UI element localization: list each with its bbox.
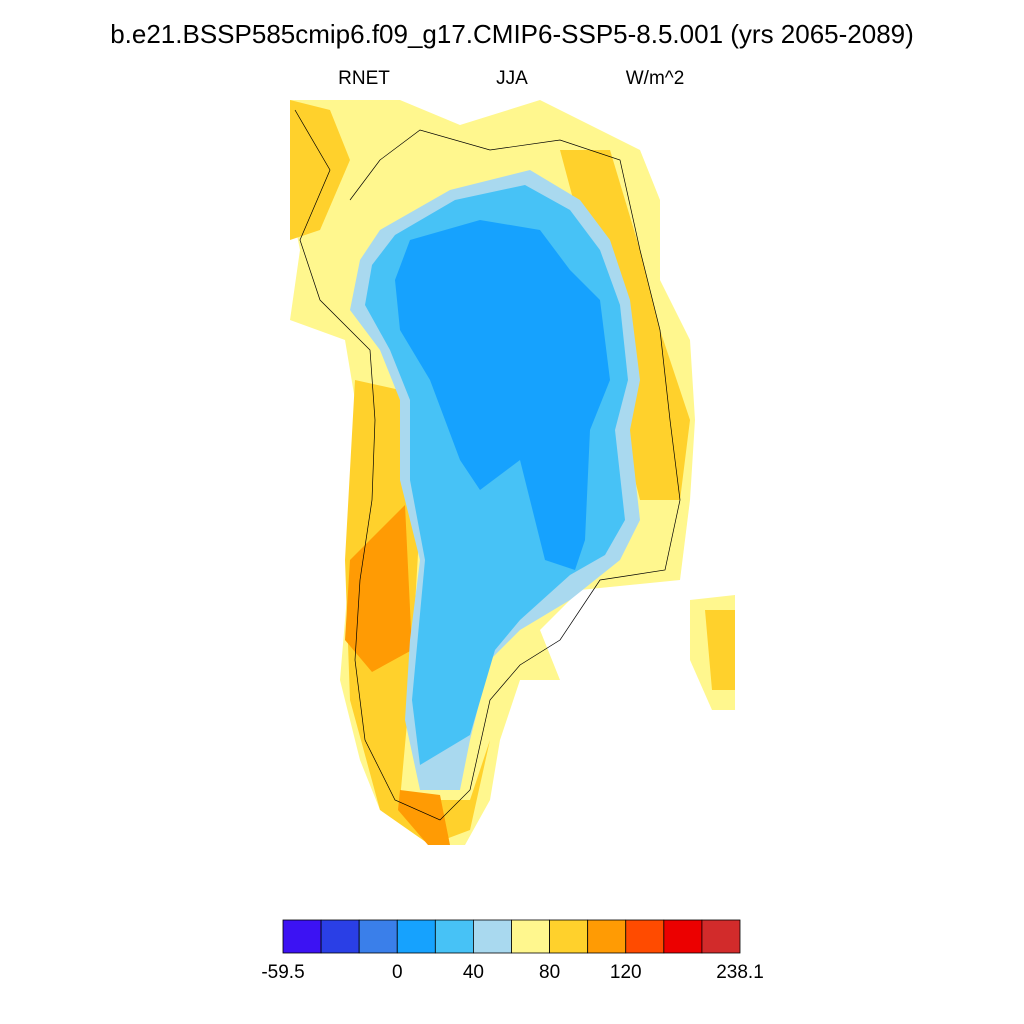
colorbar-label: 0 [392,962,403,983]
map [290,100,735,845]
colorbar-box [282,919,322,954]
map-region [345,380,490,845]
left-label: RNET [338,68,390,89]
map-region [395,220,610,570]
colorbar-box [701,919,741,954]
colorbar-label: -59.5 [261,962,304,983]
map-region [398,790,450,845]
colorbar-box [320,919,360,954]
colorbar-box [396,919,436,954]
right-label: W/m^2 [626,68,685,89]
map-region [290,100,350,240]
map-region [345,505,412,672]
colorbar-label: 40 [463,962,484,983]
colorbar-box [663,919,703,954]
colorbar-box [549,919,589,954]
title: b.e21.BSSP585cmip6.f09_g17.CMIP6-SSP5-8.… [110,19,914,49]
colorbar-label: 80 [539,962,560,983]
colorbar-box [511,919,550,954]
colorbar-box [434,919,474,954]
colorbar-label: 120 [610,962,642,983]
colorbar-box [625,919,665,954]
map-region [705,610,735,690]
coastline [294,109,681,821]
colorbar-box [473,919,512,954]
colorbar-box [358,919,398,954]
center-label: JJA [496,68,528,89]
colorbar-label: 238.1 [716,962,764,983]
colorbar: -59.5 0 40 80 120 238.1 [261,919,764,983]
colorbar-box [587,919,627,954]
